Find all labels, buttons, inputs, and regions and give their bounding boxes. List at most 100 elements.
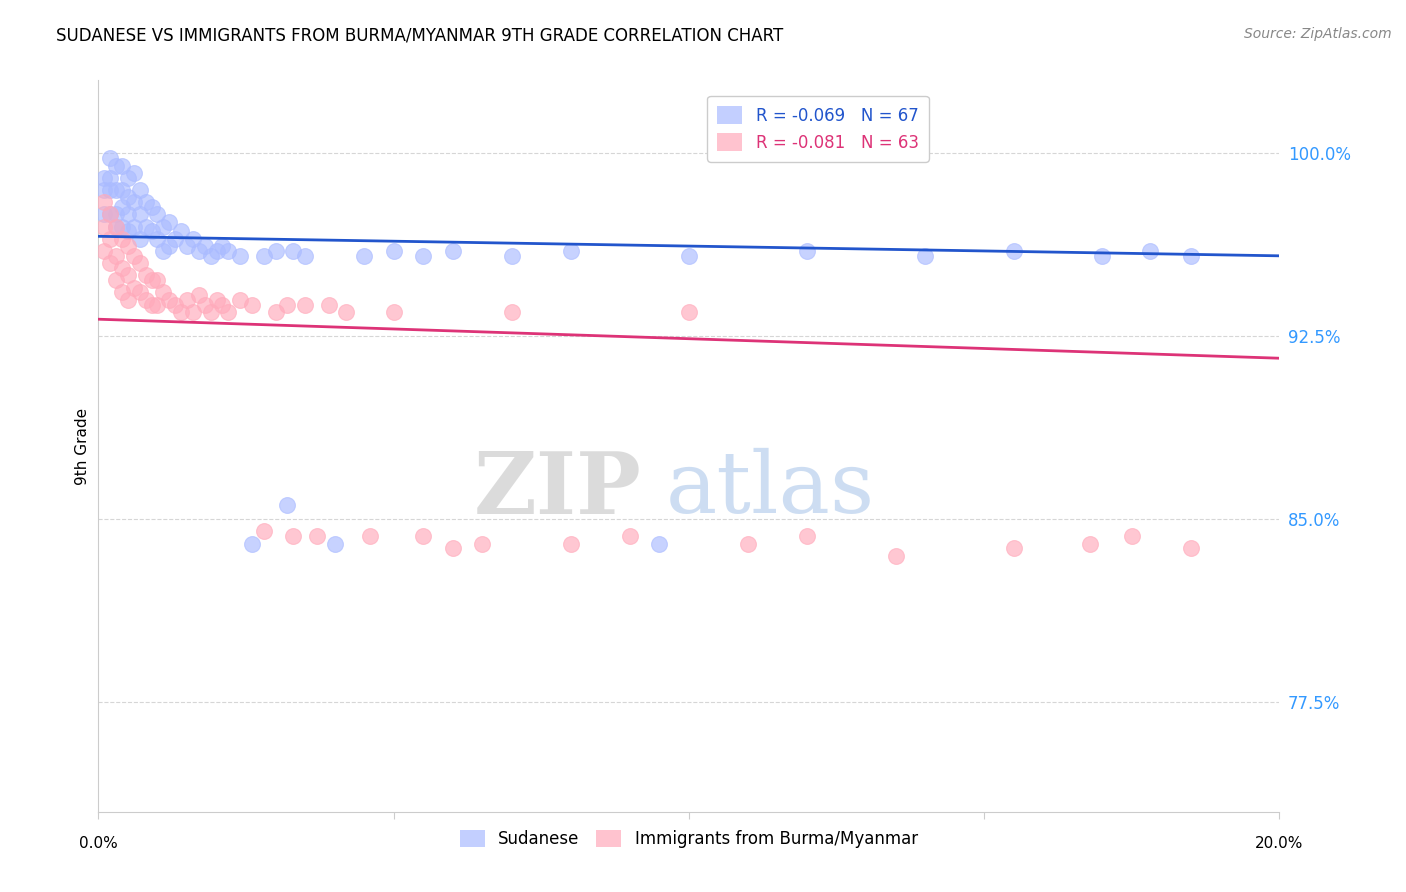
Point [176,293,198,307]
Point [98,170,121,185]
Point [93,183,115,197]
Text: 20.0%: 20.0% [1256,836,1303,851]
Point [294,249,316,263]
Point [200,249,222,263]
Point [181,305,204,319]
Point [146,207,169,221]
Point [122,219,145,234]
Point [176,239,198,253]
Point [93,195,115,210]
Point [157,215,180,229]
Point [135,219,157,234]
Point [98,232,121,246]
Point [122,166,145,180]
Point [170,224,193,238]
Point [187,244,209,258]
Point [294,297,316,311]
Point [93,219,115,234]
Legend: Sudanese, Immigrants from Burma/Myanmar: Sudanese, Immigrants from Burma/Myanmar [453,823,925,855]
Point [412,249,434,263]
Point [441,541,464,556]
Point [111,232,134,246]
Point [135,293,157,307]
Point [276,297,298,311]
Point [217,244,239,258]
Point [283,244,305,258]
Point [914,249,936,263]
Point [105,219,128,234]
Point [619,529,641,543]
Point [323,536,346,550]
Point [122,195,145,210]
Point [111,200,134,214]
Point [98,207,121,221]
Point [560,536,582,550]
Point [884,549,907,563]
Point [105,219,128,234]
Point [382,305,405,319]
Point [117,207,139,221]
Point [560,244,582,258]
Point [157,239,180,253]
Point [111,219,134,234]
Point [93,244,115,258]
Point [318,297,340,311]
Point [105,249,128,263]
Point [796,529,818,543]
Point [152,219,174,234]
Point [253,249,276,263]
Point [194,297,217,311]
Point [146,273,169,287]
Point [211,239,233,253]
Point [105,273,128,287]
Point [128,232,150,246]
Point [441,244,464,258]
Text: ZIP: ZIP [474,448,641,532]
Point [152,244,174,258]
Y-axis label: 9th Grade: 9th Grade [75,408,90,484]
Point [200,305,222,319]
Point [1180,249,1202,263]
Point [205,244,228,258]
Point [1180,541,1202,556]
Point [93,207,115,221]
Point [165,232,187,246]
Point [737,536,759,550]
Point [105,159,128,173]
Point [353,249,375,263]
Point [648,536,671,550]
Point [117,190,139,204]
Point [111,260,134,275]
Point [105,207,128,221]
Point [117,293,139,307]
Point [117,239,139,253]
Point [157,293,180,307]
Point [264,305,287,319]
Point [146,297,169,311]
Point [217,305,239,319]
Point [122,249,145,263]
Point [117,170,139,185]
Point [111,183,134,197]
Point [122,280,145,294]
Point [93,170,115,185]
Point [128,285,150,300]
Point [211,297,233,311]
Point [501,249,523,263]
Point [1080,536,1102,550]
Point [678,249,700,263]
Point [105,183,128,197]
Point [98,256,121,270]
Point [501,305,523,319]
Point [152,285,174,300]
Point [111,159,134,173]
Point [117,224,139,238]
Point [187,288,209,302]
Point [253,524,276,539]
Point [359,529,381,543]
Text: 0.0%: 0.0% [79,836,118,851]
Point [194,239,217,253]
Point [240,297,263,311]
Point [128,183,150,197]
Point [276,498,298,512]
